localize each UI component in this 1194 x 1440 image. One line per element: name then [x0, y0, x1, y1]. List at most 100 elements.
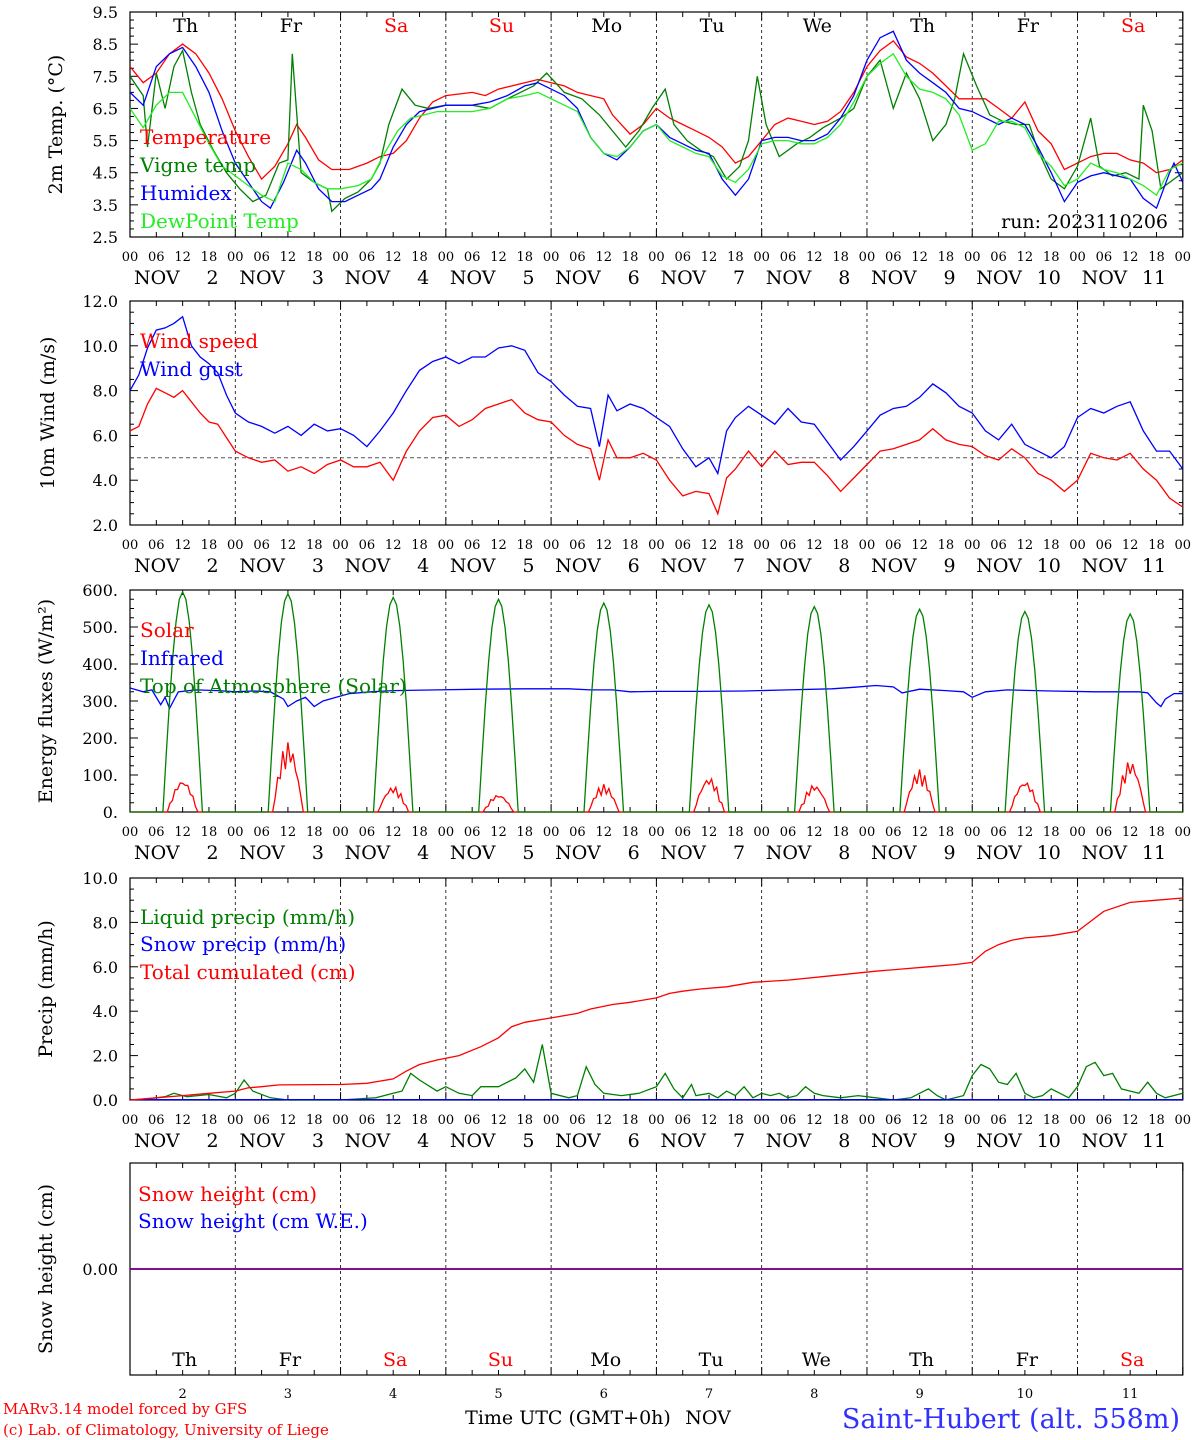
weekday-label: Sa [1121, 15, 1145, 37]
series-line-total-cumulated-cm [130, 897, 1183, 1101]
weekday-label: Th [910, 15, 935, 37]
station-name: Saint-Hubert (alt. 558m) [842, 1404, 1180, 1435]
x-hour-label: 00 [543, 538, 560, 553]
x-date-month: NOV [976, 842, 1022, 864]
x-date-month: NOV [871, 555, 917, 577]
y-tick-label: 8.0 [93, 382, 118, 401]
x-date-day: 2 [178, 1387, 186, 1402]
x-date-day: 9 [944, 555, 956, 577]
x-hour-label: 18 [201, 250, 218, 265]
x-hour-label: 00 [648, 825, 665, 840]
x-hour-label: 00 [1175, 538, 1192, 553]
x-hour-label: 18 [622, 250, 639, 265]
x-hour-label: 18 [306, 250, 323, 265]
x-hour-label: 00 [122, 538, 139, 553]
x-hour-label: 18 [1043, 250, 1060, 265]
x-hour-label: 00 [1069, 250, 1086, 265]
weekday-label: Tu [700, 15, 725, 37]
x-date-day: 7 [733, 267, 745, 289]
panel-precip: 10.0 8.0 6.0 4.0 2.0 0.0 Precip (mm/h) 00 06 12 18… [35, 869, 1191, 1152]
x-hour-label: 18 [306, 825, 323, 840]
x-hour-label: 06 [885, 250, 902, 265]
x-hour-label: 18 [832, 538, 849, 553]
x-date-day: 10 [1037, 1130, 1061, 1152]
series-line-humidex [130, 30, 1183, 210]
x-hour-label: 12 [174, 825, 191, 840]
x-hour-label: 00 [1069, 1113, 1086, 1128]
time-axis-label: Time UTC (GMT+0h) [465, 1407, 671, 1429]
weekday-label: Fr [1017, 15, 1040, 37]
x-hour-label: 00 [859, 250, 876, 265]
x-hour-label: 06 [359, 538, 376, 553]
x-date-month: NOV [450, 267, 496, 289]
plot-frame [129, 300, 1184, 526]
x-hour-label: 18 [411, 825, 428, 840]
x-date-month: NOV [660, 555, 706, 577]
x-hour-label: 00 [227, 825, 244, 840]
x-date-day: 2 [207, 842, 219, 864]
x-date-day: 8 [838, 842, 850, 864]
x-hour-label: 00 [753, 538, 770, 553]
x-hour-label: 18 [306, 538, 323, 553]
x-date-month: NOV [1082, 1130, 1128, 1152]
x-hour-label: 00 [648, 1113, 665, 1128]
x-hour-label: 06 [569, 250, 586, 265]
x-hour-label: 00 [1175, 825, 1192, 840]
y-tick-label: 2.0 [93, 516, 118, 535]
x-hour-label: 06 [148, 538, 165, 553]
x-date-day: 4 [417, 267, 429, 289]
x-date-month: NOV [239, 555, 285, 577]
x-hour-label: 12 [1122, 1113, 1139, 1128]
x-hour-label: 06 [148, 825, 165, 840]
x-hour-label: 00 [1069, 825, 1086, 840]
y-tick-label: 0. [103, 803, 118, 822]
x-date-month: NOV [555, 1130, 601, 1152]
x-date-day: 4 [389, 1387, 397, 1402]
weekday-label: Sa [384, 15, 408, 37]
x-hour-label: 00 [753, 825, 770, 840]
x-hour-label: 18 [201, 538, 218, 553]
x-hour-label: 06 [359, 250, 376, 265]
x-date-month: NOV [871, 842, 917, 864]
x-hour-label: 06 [253, 538, 270, 553]
x-hour-label: 00 [964, 1113, 981, 1128]
series-line-dewpoint-temp [130, 52, 1183, 203]
x-hour-label: 12 [1122, 250, 1139, 265]
x-date-day: 11 [1142, 1130, 1166, 1152]
y-tick-label: 5.5 [93, 132, 118, 151]
series-line-wind-speed [130, 387, 1183, 516]
x-date-day: 11 [1142, 555, 1166, 577]
x-hour-label: 12 [911, 538, 928, 553]
x-hour-label: 00 [332, 538, 349, 553]
panel-energy: 600. 500. 400. 300. 200. 100. 0. Energy fluxes … [35, 581, 1192, 864]
y-tick-label: 6.0 [93, 426, 118, 445]
x-hour-label: 12 [1017, 1113, 1034, 1128]
weekday-label: Th [909, 1349, 934, 1371]
x-hour-label: 12 [701, 825, 718, 840]
footer-model-credit: MARv3.14 model forced by GFS [3, 1400, 247, 1418]
x-date-day: 6 [628, 842, 640, 864]
y-tick-label: 600. [82, 581, 118, 600]
x-hour-label: 00 [438, 538, 455, 553]
x-hour-label: 00 [964, 250, 981, 265]
y-axis-label: 10m Wind (m/s) [37, 337, 59, 490]
legend-entry: Liquid precip (mm/h) [140, 905, 355, 929]
x-hour-label: 12 [595, 250, 612, 265]
x-date-day: 7 [733, 1130, 745, 1152]
x-date-day: 2 [207, 267, 219, 289]
x-hour-label: 18 [938, 538, 955, 553]
y-axis-label: Snow height (cm) [35, 1184, 57, 1354]
x-date-day: 11 [1122, 1387, 1139, 1402]
y-tick-label: 0.00 [82, 1260, 118, 1279]
x-date-day: 5 [522, 1130, 534, 1152]
legend-entry: Temperature [140, 125, 271, 149]
x-date-day: 2 [207, 1130, 219, 1152]
y-axis-label: 2m Temp. (°C) [45, 55, 67, 195]
x-hour-label: 00 [964, 538, 981, 553]
x-date-day: 11 [1142, 267, 1166, 289]
x-date-month: NOV [660, 267, 706, 289]
x-date-day: 5 [522, 555, 534, 577]
x-date-month: NOV [766, 842, 812, 864]
x-hour-label: 00 [859, 825, 876, 840]
x-date-month: NOV [239, 1130, 285, 1152]
